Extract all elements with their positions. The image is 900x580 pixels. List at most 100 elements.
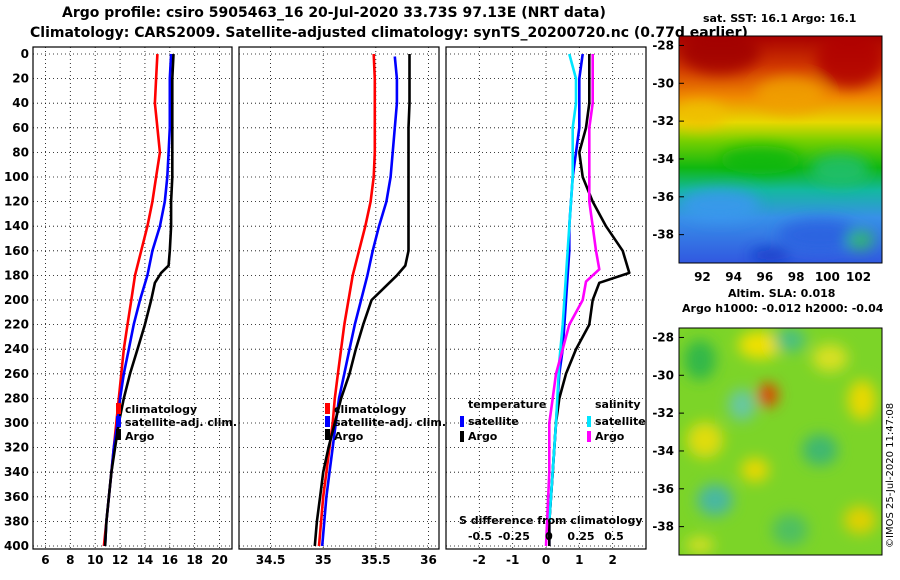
x-tick-label: 16 bbox=[161, 553, 178, 567]
map-x-tick-label: 94 bbox=[725, 270, 742, 284]
map-y-tick-label: -32 bbox=[652, 114, 674, 128]
series-line-salinity-satellite bbox=[548, 53, 578, 522]
legend-satellite-adj: satellite-adj. clim. bbox=[334, 416, 446, 429]
legend-temperature-heading: temperature bbox=[468, 398, 546, 411]
y-tick-label: 120 bbox=[4, 195, 29, 209]
sla-map-frame bbox=[678, 327, 883, 556]
x-tick-label: 10 bbox=[87, 553, 104, 567]
y-tick-label: 20 bbox=[12, 72, 29, 86]
map-y-tick-label: -38 bbox=[652, 228, 674, 242]
map-y-tick-label: -28 bbox=[652, 330, 674, 344]
x-tick-label: 1 bbox=[575, 553, 583, 567]
legend-swatch-satellite bbox=[325, 416, 330, 427]
legend-climatology: climatology bbox=[334, 403, 406, 416]
secondary-axis-label: S difference from climatology bbox=[459, 514, 643, 527]
x-tick-label: 35.5 bbox=[361, 553, 391, 567]
legend-temp-argo: Argo bbox=[468, 430, 498, 443]
y-tick-label: 360 bbox=[4, 490, 29, 504]
legend-swatch-satellite bbox=[116, 416, 121, 427]
x-tick-label: 12 bbox=[112, 553, 129, 567]
y-tick-label: 180 bbox=[4, 268, 29, 282]
map-x-tick-label: 98 bbox=[788, 270, 805, 284]
legend-sal-satellite: satellite bbox=[595, 415, 646, 428]
map-y-tick-label: -36 bbox=[652, 190, 674, 204]
legend-salinity-heading: salinity bbox=[595, 398, 641, 411]
legend-argo: Argo bbox=[125, 430, 155, 443]
y-tick-label: 160 bbox=[4, 244, 29, 258]
series-line-satellite-adj-clim- bbox=[320, 56, 399, 547]
series-line-climatology bbox=[317, 53, 377, 547]
sla-map: Altim. SLA: 0.018 Argo h1000: -0.012 h20… bbox=[652, 287, 884, 556]
y-tick-label: 300 bbox=[4, 416, 29, 430]
y-tick-label: 220 bbox=[4, 318, 29, 332]
legend-climatology: climatology bbox=[125, 403, 197, 416]
map-y-tick-label: -34 bbox=[652, 444, 674, 458]
map-y-tick-label: -30 bbox=[652, 368, 674, 382]
y-tick-label: 60 bbox=[12, 121, 29, 135]
salinity-panel: 34.5 35 35.5 36 climatology satellite-adj. … bbox=[238, 46, 446, 567]
x-tick-label: 18 bbox=[186, 553, 203, 567]
difference-panel: -2 -1 0 1 2 temperature salinity satellite A… bbox=[445, 46, 647, 567]
legend-temp-satellite: satellite bbox=[468, 415, 519, 428]
y-tick-label: 240 bbox=[4, 342, 29, 356]
difference-panel-frame bbox=[445, 46, 647, 550]
salinity-legend: climatology satellite-adj. clim. Argo bbox=[325, 403, 446, 443]
legend-swatch-argo bbox=[116, 429, 121, 440]
sst-map: sat. SST: 16.1 Argo: 16.1 -28 -30 -32 -34 -3… bbox=[652, 12, 883, 284]
series-line-argo bbox=[313, 54, 411, 547]
y-tick-label: 400 bbox=[4, 539, 29, 553]
y-tick-label: 340 bbox=[4, 465, 29, 479]
temperature-legend: climatology satellite-adj. clim. Argo bbox=[116, 403, 237, 443]
map-y-tick-label: -36 bbox=[652, 482, 674, 496]
difference-legend: temperature salinity satellite Argo sate… bbox=[459, 398, 646, 543]
secondary-x-tick-label: 0.5 bbox=[604, 530, 624, 543]
sst-map-frame bbox=[678, 35, 883, 264]
temperature-panel: 0 20 40 60 80 100 120 140 160 180 200 220 240 260 280 3… bbox=[4, 46, 237, 567]
x-tick-label: 8 bbox=[66, 553, 74, 567]
legend-swatch-temp-satellite bbox=[460, 416, 464, 427]
y-tick-label: 40 bbox=[12, 96, 29, 110]
legend-sal-argo: Argo bbox=[595, 430, 625, 443]
series-line-salinity-argo bbox=[544, 54, 601, 547]
legend-satellite-adj: satellite-adj. clim. bbox=[125, 416, 237, 429]
legend-argo: Argo bbox=[334, 430, 364, 443]
y-tick-label: 0 bbox=[21, 47, 29, 61]
y-tick-label: 260 bbox=[4, 367, 29, 381]
x-tick-label: 0 bbox=[542, 553, 550, 567]
legend-swatch-temp-argo bbox=[460, 431, 464, 442]
x-tick-label: -1 bbox=[506, 553, 519, 567]
x-tick-label: 34.5 bbox=[256, 553, 286, 567]
x-tick-label: 35 bbox=[315, 553, 332, 567]
salinity-panel-frame bbox=[238, 46, 440, 550]
legend-swatch-argo bbox=[325, 429, 330, 440]
y-tick-label: 80 bbox=[12, 145, 29, 159]
map-y-tick-label: -34 bbox=[652, 152, 674, 166]
y-tick-label: 100 bbox=[4, 170, 29, 184]
y-tick-label: 140 bbox=[4, 219, 29, 233]
x-tick-label: 14 bbox=[137, 553, 154, 567]
y-tick-label: 200 bbox=[4, 293, 29, 307]
secondary-x-tick-label: -0.5 bbox=[468, 530, 492, 543]
x-tick-label: 20 bbox=[211, 553, 228, 567]
map-x-tick-label: 92 bbox=[694, 270, 711, 284]
plot-title-line2: Climatology: CARS2009. Satellite-adjuste… bbox=[30, 25, 748, 41]
timestamp-stamp: ©IMOS 25-Jul-2020 11:47:08 bbox=[885, 403, 896, 548]
map-x-tick-label: 102 bbox=[846, 270, 871, 284]
legend-swatch-climatology bbox=[325, 403, 330, 414]
x-tick-label: 2 bbox=[608, 553, 616, 567]
legend-swatch-sal-satellite bbox=[587, 416, 591, 427]
plot-title-line1: Argo profile: csiro 5905463_16 20-Jul-20… bbox=[62, 5, 606, 21]
secondary-x-tick-label: 0 bbox=[545, 530, 553, 543]
map-x-tick-label: 96 bbox=[757, 270, 774, 284]
x-tick-label: -2 bbox=[473, 553, 486, 567]
legend-swatch-climatology bbox=[116, 403, 121, 414]
map-y-tick-label: -30 bbox=[652, 76, 674, 90]
legend-swatch-sal-argo bbox=[587, 431, 591, 442]
map-y-tick-label: -28 bbox=[652, 38, 674, 52]
argo-height-header: Argo h1000: -0.012 h2000: -0.04 bbox=[682, 302, 884, 315]
y-tick-label: 280 bbox=[4, 391, 29, 405]
y-tick-label: 320 bbox=[4, 441, 29, 455]
sst-header: sat. SST: 16.1 Argo: 16.1 bbox=[703, 12, 856, 25]
secondary-x-tick-label: -0.25 bbox=[498, 530, 530, 543]
